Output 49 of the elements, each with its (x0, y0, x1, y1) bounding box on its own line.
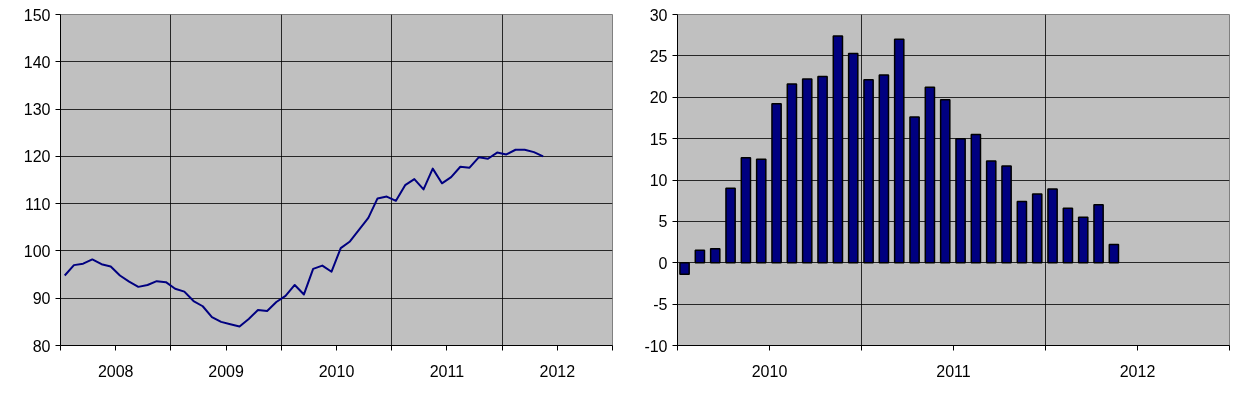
y-tick-label: 10 (649, 172, 668, 189)
bar (1077, 216, 1089, 264)
bar (786, 83, 798, 264)
y-tick-label: -5 (653, 296, 668, 314)
y-tick-label: 20 (649, 89, 668, 107)
bar (740, 156, 752, 264)
y-tick-label: 90 (32, 290, 51, 308)
x-tick-label: 2011 (429, 362, 465, 380)
y-tick-label: 80 (32, 337, 51, 355)
y-tick-label: 25 (649, 47, 668, 65)
y-tick-label: 150 (23, 6, 51, 24)
x-tick-label: 2010 (318, 362, 355, 380)
y-tick-label: 30 (649, 6, 668, 24)
bar (955, 137, 966, 264)
x-tick-label: 2009 (208, 362, 244, 380)
y-tick-label: 120 (23, 148, 51, 166)
bar (1001, 165, 1012, 264)
bar (924, 86, 936, 264)
y-tick-label: 140 (23, 53, 51, 71)
bar (1016, 200, 1028, 264)
bar (725, 187, 736, 264)
line-series (63, 148, 545, 328)
bar (801, 78, 813, 264)
bar (1108, 243, 1120, 264)
bar (878, 74, 890, 264)
bar (1093, 204, 1104, 264)
bar (939, 98, 951, 264)
y-tick-label: 110 (24, 195, 51, 213)
y-tick-label: 100 (23, 242, 51, 260)
y-tick-label: 0 (658, 254, 668, 272)
x-tick-label: 2010 (751, 362, 788, 380)
bar (817, 75, 828, 264)
bar (709, 247, 721, 264)
bar (1062, 207, 1074, 264)
bar (970, 133, 982, 264)
y-tick-label: 5 (658, 213, 668, 231)
x-tick-label: 2012 (1119, 362, 1156, 380)
bar (1031, 193, 1043, 264)
y-tick-label: 130 (23, 101, 51, 119)
x-tick-label: 2011 (936, 362, 971, 380)
bar (909, 116, 920, 264)
bar (771, 103, 782, 264)
bar (755, 158, 767, 264)
bar (985, 160, 997, 264)
y-tick-label: 15 (649, 130, 668, 148)
bar (694, 249, 706, 264)
y-tick-label: -10 (644, 337, 668, 355)
x-tick-label: 2008 (97, 362, 134, 380)
x-tick-label: 2012 (539, 362, 576, 380)
